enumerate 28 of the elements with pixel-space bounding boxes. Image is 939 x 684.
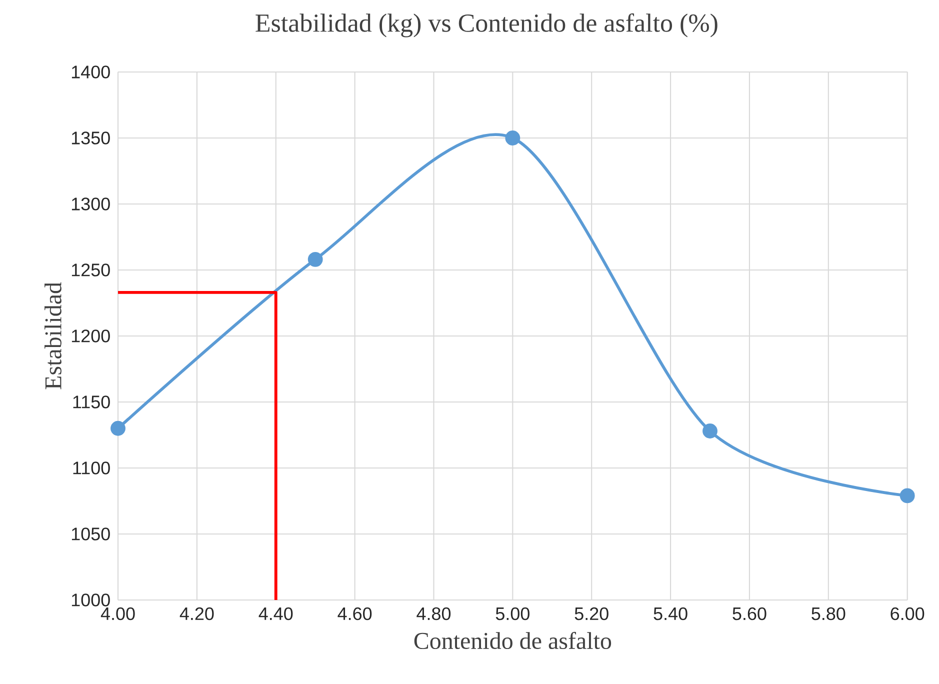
point	[110, 420, 126, 436]
y-tick-label: 1050	[72, 528, 110, 540]
chart-title: Estabilidad (kg) vs Contenido de asfalto (%)	[256, 13, 718, 38]
x-tick-label: 6.00	[890, 607, 924, 620]
x-tick-label: 4.40	[258, 607, 293, 620]
y-axis-title: Estabilidad	[44, 282, 62, 390]
y-tick-label: 1100	[73, 462, 110, 474]
x-tick-label: 4.60	[338, 607, 372, 620]
x-tick-label: 5.80	[812, 607, 846, 620]
x-tick-label: 4.00	[100, 607, 135, 620]
x-tick-label: 5.40	[654, 607, 688, 620]
y-tick-label: 1250	[72, 264, 110, 276]
x-tick-label: 5.60	[732, 607, 766, 620]
point	[702, 424, 718, 438]
point	[308, 252, 323, 267]
y-tick-label: 1000	[72, 594, 110, 606]
y-tick-label: 1300	[72, 198, 110, 210]
y-tick-label: 1400	[72, 66, 110, 78]
y-tick-label: 1200	[72, 330, 110, 342]
y-tick-label: 1350	[72, 132, 110, 144]
point	[900, 488, 915, 504]
y-tick-label: 1150	[73, 396, 110, 408]
x-tick-label: 5.20	[574, 607, 608, 620]
point	[505, 130, 520, 146]
x-tick-label: 4.20	[180, 607, 214, 620]
x-axis-title: Contenido de asfalto	[414, 632, 612, 650]
x-tick-label: 4.80	[416, 607, 451, 620]
x-tick-label: 5.00	[496, 607, 530, 620]
